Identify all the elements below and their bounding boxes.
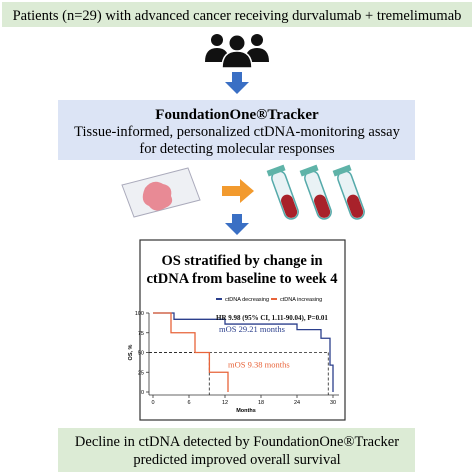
survival-curve — [153, 312, 229, 392]
y-tick-label: 50 — [138, 351, 144, 357]
x-axis-label: Months — [236, 408, 256, 414]
annotation: HR 9.98 (95% CI, 1.11-90.04), P=0.01 — [216, 314, 328, 322]
legend-label: ctDNA decreasing — [225, 297, 269, 303]
assay-line: for detecting molecular responses — [139, 141, 335, 157]
x-tick-label: 12 — [222, 400, 228, 406]
conclusion-line: predicted improved overall survival — [133, 452, 340, 468]
conclusion-box — [58, 428, 415, 472]
x-tick-label: 24 — [294, 400, 300, 406]
y-axis-label: OS, % — [128, 344, 134, 360]
x-tick-label: 18 — [258, 400, 264, 406]
km-chart: OS stratified by change in ctDNA from bas… — [128, 253, 339, 414]
y-tick-label: 100 — [135, 311, 144, 317]
chart-title: ctDNA from baseline to week 4 — [146, 271, 337, 287]
slide-icon — [121, 167, 201, 218]
conclusion-line: Decline in ctDNA detected by FoundationO… — [75, 434, 399, 450]
y-tick-label: 75 — [138, 331, 144, 337]
x-tick-label: 0 — [151, 400, 154, 406]
y-tick-label: 25 — [138, 370, 144, 376]
people-icon — [205, 34, 269, 69]
assay-title: FoundationOne®Tracker — [155, 107, 319, 123]
legend-label: ctDNA increasing — [280, 297, 322, 303]
y-tick-label: 0 — [141, 390, 144, 396]
tubes-icon — [266, 164, 365, 220]
annotation: mOS 29.21 months — [219, 324, 285, 334]
header-text: Patients (n=29) with advanced cancer rec… — [13, 8, 462, 24]
annotation: mOS 9.38 months — [228, 359, 290, 369]
chart-title: OS stratified by change in — [161, 253, 322, 269]
survival-curve — [153, 312, 334, 392]
assay-line: Tissue-informed, personalized ctDNA-moni… — [74, 124, 400, 140]
x-tick-label: 30 — [330, 400, 336, 406]
x-tick-label: 6 — [187, 400, 190, 406]
arrow-right — [222, 179, 254, 203]
assay-box — [58, 100, 415, 160]
header-box — [2, 2, 472, 27]
arrow-down — [225, 214, 249, 235]
arrow-down — [225, 72, 249, 94]
